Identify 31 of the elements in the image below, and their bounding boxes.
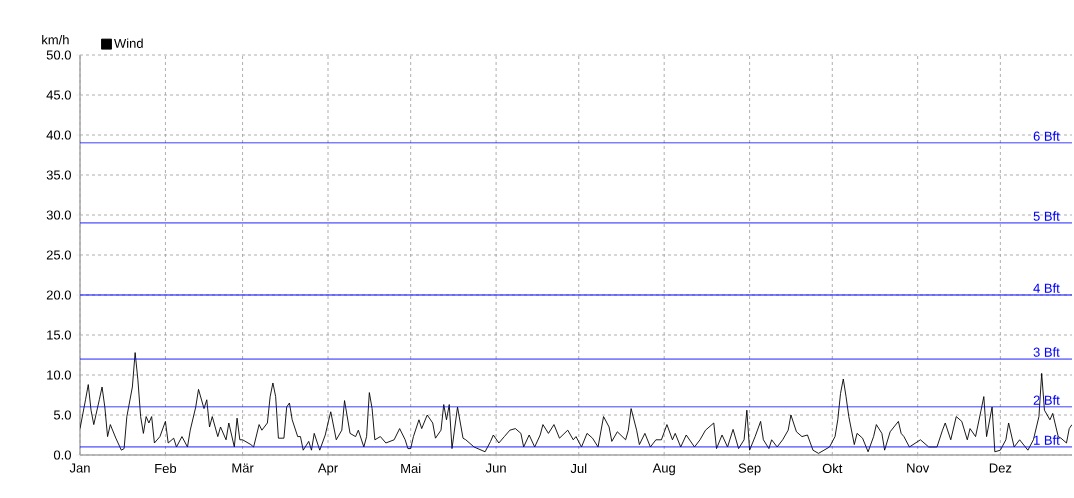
x-tick-label: Jun [485, 463, 506, 473]
x-tick-label: Mai [401, 463, 421, 474]
x-tick-label: Okt [822, 463, 843, 474]
x-tick-label: Sep [738, 463, 761, 476]
x-tick-label: Aug [652, 463, 675, 476]
ref-line-label: 3 Bft [1033, 347, 1060, 357]
ref-line-label: 4 Bft [1033, 283, 1060, 293]
y-axis-title: km/h [42, 34, 69, 45]
x-tick-label: Jan [69, 463, 90, 473]
x-tick-label: Mär [232, 463, 254, 473]
y-tick-label: 40.0 [46, 130, 71, 140]
legend-label: Wind [114, 38, 143, 48]
x-tick-label: Apr [317, 463, 338, 476]
ref-line-label: 5 Bft [1033, 211, 1060, 221]
x-tick-label: Jul [570, 463, 587, 474]
ref-line-label: 1 Bft [1034, 435, 1060, 445]
x-tick-label: Nov [907, 463, 930, 473]
y-tick-label: 10.0 [47, 370, 71, 380]
ref-line-label: 6 Bft [1033, 131, 1060, 141]
ref-line-label: 2 Bft [1033, 395, 1060, 405]
y-tick-label: 25.0 [46, 250, 71, 260]
y-tick-label: 15.0 [47, 330, 71, 340]
y-tick-label: 45.0 [46, 90, 71, 100]
y-tick-label: 30.0 [46, 210, 71, 220]
x-tick-label: Feb [155, 463, 177, 474]
y-tick-label: 5.0 [53, 410, 71, 420]
x-tick-label: Dez [989, 463, 1012, 473]
y-tick-label: 50.0 [46, 50, 71, 60]
y-tick-label: 35.0 [46, 170, 71, 180]
y-tick-label: 20.0 [46, 290, 71, 300]
y-tick-label: 0.0 [53, 450, 71, 460]
